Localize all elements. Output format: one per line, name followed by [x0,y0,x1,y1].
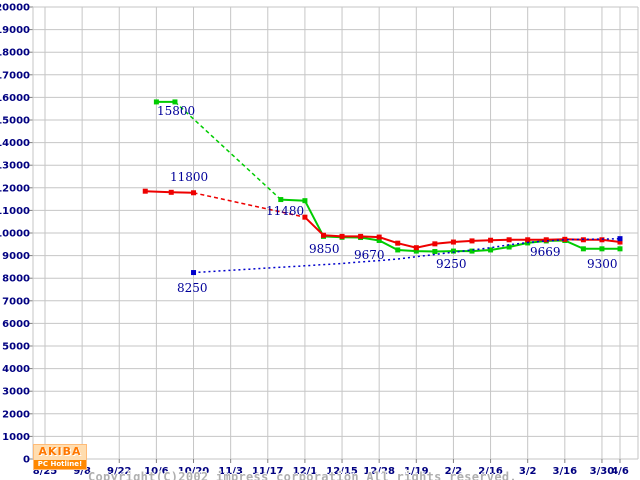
red-point-marker [376,234,382,240]
red-point-marker [432,241,438,247]
series-green-line [174,101,282,201]
y-tick-label: 9000 [2,251,30,262]
series-red-line [193,192,306,218]
y-tick-label: 11000 [0,206,30,217]
green-point-marker [376,237,382,243]
green-point-marker [599,246,605,252]
red-point-marker [543,237,549,243]
y-tick-label: 10000 [0,229,30,240]
y-tick-label: 0 [23,455,30,466]
green-point-marker [617,246,623,252]
y-tick-label: 13000 [0,161,30,172]
green-point-marker [172,99,178,105]
red-point-marker [525,237,531,243]
y-tick-label: 2000 [2,409,30,420]
y-tick-label: 5000 [2,342,30,353]
green-point-marker [580,246,586,252]
red-point-marker [562,236,568,242]
x-tick-label: 1/19 [404,466,429,477]
red-point-marker [617,239,623,245]
value-label: 8250 [177,281,208,295]
x-tick-label: 10/20 [178,466,210,477]
y-tick-label: 20000 [0,3,30,14]
red-point-marker [506,237,512,243]
x-tick-label: 9/22 [107,466,132,477]
green-point-marker [450,248,456,254]
series-blue-line [193,237,621,274]
green-point-marker [413,248,419,254]
value-label: 9669 [530,245,561,259]
x-tick-label: 4/6 [611,466,629,477]
red-point-marker [302,214,308,220]
value-label: 9850 [309,242,340,256]
x-tick-label: 10/6 [144,466,169,477]
red-point-marker [358,233,364,239]
y-tick-label: 12000 [0,183,30,194]
x-tick-label: 11/3 [218,466,243,477]
green-point-marker [432,249,438,255]
copyright-line: Copyright(C)2002 impress corporation All… [88,470,517,480]
x-tick-label: 3/16 [553,466,578,477]
red-point-marker [320,232,326,238]
y-tick-label: 16000 [0,93,30,104]
green-point-marker [506,244,512,250]
x-tick-label: 12/1 [293,466,318,477]
red-point-marker [395,240,401,246]
green-point-marker [395,247,401,253]
y-tick-label: 17000 [0,70,30,81]
value-label: 11480 [266,204,304,218]
value-label: 11800 [170,170,208,184]
blue-point-marker [191,270,197,276]
copyright-watermark: Copyright(C)2002 impress corporation All… [88,442,517,480]
x-tick-label: 2/16 [478,466,503,477]
value-label: 9670 [354,248,385,262]
x-tick-label: 9/8 [73,466,91,477]
red-point-marker [488,237,494,243]
x-tick-label: 12/15 [326,466,358,477]
y-tick-label: 4000 [2,364,30,375]
y-tick-label: 14000 [0,138,30,149]
green-point-marker [469,248,475,254]
y-tick-label: 6000 [2,319,30,330]
x-tick-label: 2/2 [445,466,463,477]
x-tick-label: 3/2 [519,466,537,477]
x-tick-label: 12/28 [363,466,395,477]
red-point-marker [450,239,456,245]
logo-pc-hotline-text: PC Hotline! [34,460,86,469]
y-tick-label: 3000 [2,387,30,398]
akiba-pc-hotline-logo: AKIBA PC Hotline! [33,444,87,470]
y-tick-label: 7000 [2,296,30,307]
y-tick-label: 8000 [2,274,30,285]
value-label: 9250 [436,257,467,271]
red-point-marker [469,238,475,244]
green-point-marker [153,99,159,105]
y-tick-label: 1000 [2,432,30,443]
red-point-marker [142,188,148,194]
x-tick-label: 11/17 [252,466,284,477]
green-point-marker [488,247,494,253]
value-label: 9300 [587,257,618,271]
value-label: 15800 [157,104,195,118]
red-point-marker [413,245,419,251]
y-tick-label: 18000 [0,48,30,59]
logo-akiba-text: AKIBA [38,445,82,458]
red-point-marker [339,233,345,239]
x-tick-label: 3/30 [590,466,615,477]
x-tick-label: 8/25 [33,466,58,477]
blue-point-marker [617,236,623,242]
y-tick-label: 15000 [0,116,30,127]
green-point-marker [278,197,284,203]
y-tick-label: 19000 [0,25,30,36]
red-point-marker [168,189,174,195]
green-point-marker [302,198,308,204]
